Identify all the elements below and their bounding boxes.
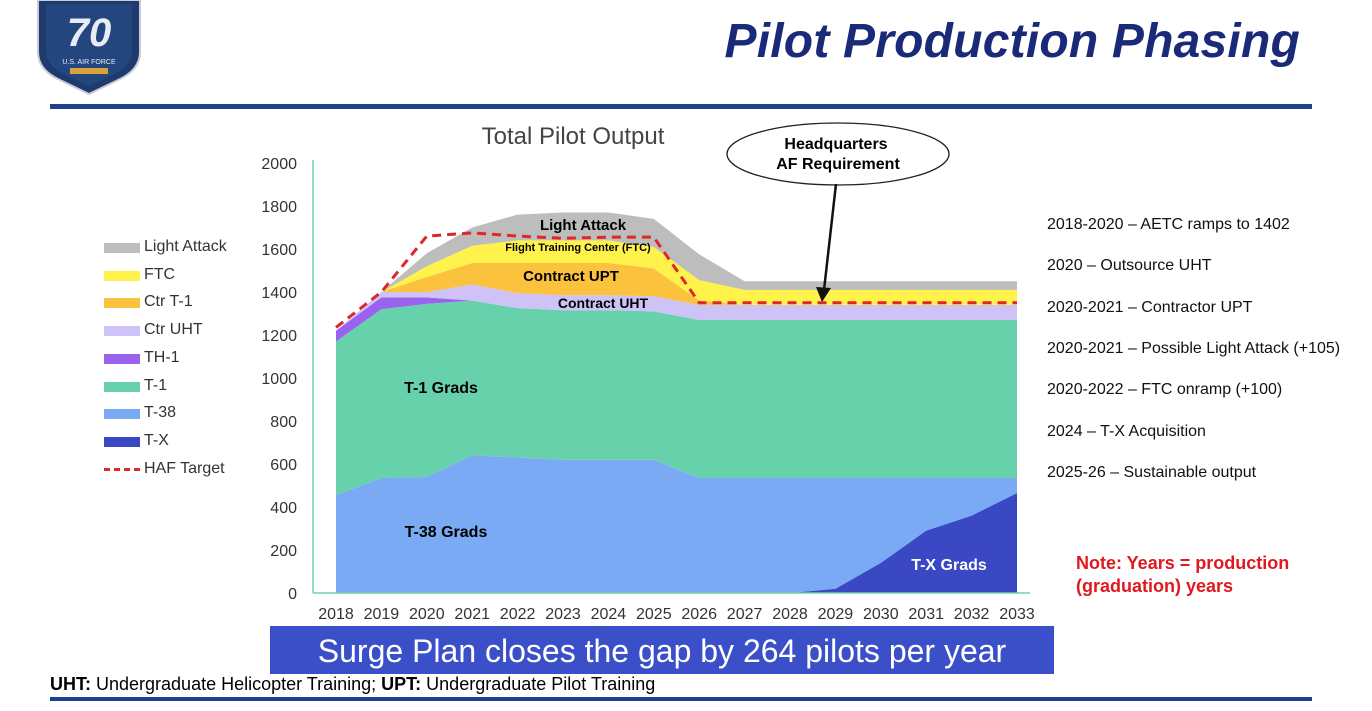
y-tick-label: 1800 <box>261 199 297 216</box>
legend-swatch <box>104 381 140 392</box>
callout-bubble <box>726 122 950 186</box>
y-tick-label: 1000 <box>261 371 297 388</box>
x-tick-label: 2019 <box>364 606 400 623</box>
legend-swatch <box>104 353 140 364</box>
years-note: Note: Years = production (graduation) ye… <box>1076 552 1356 598</box>
x-tick-label: 2026 <box>681 606 717 623</box>
legend-label: T-X <box>144 431 169 449</box>
label-light-attack: Light Attack <box>540 217 627 234</box>
label-tx-grads: T-X Grads <box>911 557 987 574</box>
note-line1: Note: Years = production <box>1076 553 1290 573</box>
x-tick-label: 2027 <box>727 606 763 623</box>
haf-target-line <box>335 231 1017 329</box>
legend-dash <box>104 467 140 471</box>
x-tick-label: 2025 <box>636 606 672 623</box>
logo-number: 70 <box>67 11 112 55</box>
note-line2: (graduation) years <box>1076 576 1234 596</box>
area-t-38 <box>336 455 1017 593</box>
area-th-1 <box>336 297 1017 342</box>
y-tick-label: 2000 <box>261 156 297 173</box>
x-tick-label: 2032 <box>954 606 990 623</box>
milestone-item: 2018-2020 – AETC ramps to 1402 <box>1047 216 1290 233</box>
legend-label: Light Attack <box>144 238 227 255</box>
usaf-70-logo: 70 U.S. AIR FORCE <box>37 0 141 96</box>
logo-caption: U.S. AIR FORCE <box>62 59 116 66</box>
legend-label: T-1 <box>144 376 168 394</box>
y-tick-label: 1200 <box>261 328 297 345</box>
callout-line2: AF Requirement <box>776 156 900 173</box>
upt-definition: Undergraduate Pilot Training <box>421 674 656 694</box>
label-t38-grads: T-38 Grads <box>405 524 488 541</box>
legend-swatch <box>104 409 140 420</box>
legend-label: TH-1 <box>144 348 180 366</box>
area-t-1 <box>336 300 1017 496</box>
legend-label: Ctr T-1 <box>144 293 193 311</box>
area-layers <box>336 212 1017 593</box>
y-tick-label: 400 <box>270 500 297 517</box>
hq-requirement-callout: Headquarters AF Requirement <box>726 122 950 302</box>
x-tick-label: 2029 <box>818 606 854 623</box>
legend-swatch <box>104 326 140 337</box>
x-tick-label: 2018 <box>318 606 354 623</box>
page-title: Pilot Production Phasing <box>724 15 1300 68</box>
x-tick-label: 2023 <box>545 606 581 623</box>
x-tick-label: 2020 <box>409 606 445 623</box>
x-tick-label: 2022 <box>500 606 536 623</box>
y-tick-label: 0 <box>288 586 297 603</box>
abbreviation-footnote: UHT: Undergraduate Helicopter Training; … <box>50 674 655 695</box>
uht-abbr: UHT: <box>50 674 91 694</box>
y-tick-labels: 0 200 400 600 800 1000 1200 1400 1600 1800 2000 <box>261 156 297 603</box>
area-annotations: Light Attack Flight Training Center (FTC… <box>404 217 987 574</box>
y-tick-label: 200 <box>270 543 297 560</box>
label-contract-upt: Contract UPT <box>523 268 619 285</box>
chart-title: Total Pilot Output <box>482 123 665 150</box>
label-contract-uht: Contract UHT <box>558 295 649 311</box>
y-tick-label: 800 <box>270 414 297 431</box>
callout-arrow-line <box>822 183 838 291</box>
legend-label: T-38 <box>144 404 177 422</box>
legend-label: FTC <box>144 265 176 283</box>
upt-abbr: UPT: <box>381 674 422 694</box>
footer-divider <box>50 697 1312 701</box>
x-tick-label: 2024 <box>591 606 627 623</box>
milestone-item: 2020-2021 – Possible Light Attack (+105) <box>1047 339 1341 357</box>
x-tick-label: 2021 <box>454 606 490 623</box>
x-tick-label: 2033 <box>999 606 1035 623</box>
y-tick-label: 600 <box>270 457 297 474</box>
legend-label: Ctr UHT <box>144 321 203 339</box>
milestone-item: 2020-2021 – Contractor UPT <box>1047 298 1253 316</box>
legend-swatch <box>104 270 140 281</box>
label-t1-grads: T-1 Grads <box>404 380 478 397</box>
legend-swatch <box>104 298 140 309</box>
x-tick-label: 2031 <box>908 606 944 623</box>
uht-definition: Undergraduate Helicopter Training; <box>91 674 382 694</box>
legend-swatch <box>104 436 140 447</box>
callout-line1: Headquarters <box>784 136 887 153</box>
x-tick-labels: 2018 2019 2020 2021 2022 2023 2024 2025 2026 2027… <box>318 606 1035 623</box>
surge-plan-banner: Surge Plan closes the gap by 264 pilots … <box>270 626 1054 674</box>
milestone-item: 2025-26 – Sustainable output <box>1047 463 1257 481</box>
milestone-item: 2020-2022 – FTC onramp (+100) <box>1047 381 1283 399</box>
area-t-x <box>336 493 1017 593</box>
title-divider <box>50 104 1312 109</box>
milestone-item: 2020 – Outsource UHT <box>1047 257 1212 275</box>
area-ctr-t-1 <box>336 262 1017 331</box>
x-tick-label: 2030 <box>863 606 899 623</box>
y-tick-label: 1400 <box>261 285 297 302</box>
x-tick-label: 2028 <box>772 606 808 623</box>
legend-swatch <box>104 243 140 253</box>
area-ctr-uht <box>336 284 1017 331</box>
label-ftc: Flight Training Center (FTC) <box>505 242 651 254</box>
legend-label: HAF Target <box>144 459 225 477</box>
milestone-item: 2024 – T-X Acquisition <box>1047 422 1206 440</box>
y-tick-label: 1600 <box>261 242 297 259</box>
area-ftc <box>336 240 1017 331</box>
callout-arrowhead <box>816 287 831 302</box>
